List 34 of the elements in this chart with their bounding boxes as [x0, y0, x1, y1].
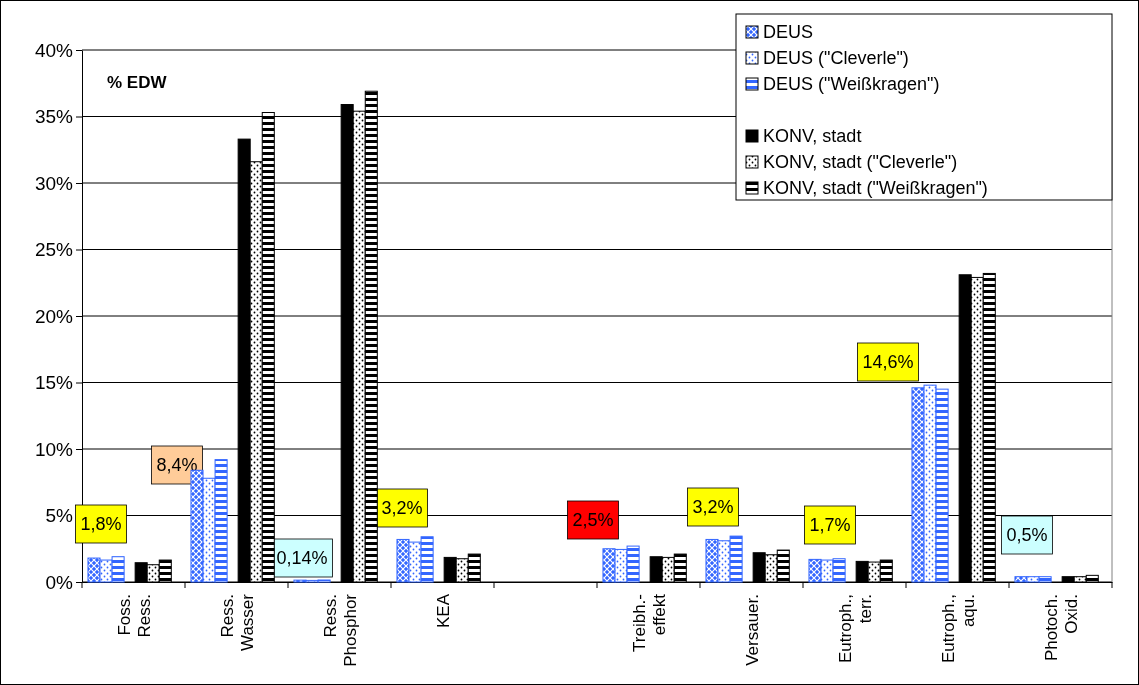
legend-label: DEUS ("Weißkragen") — [763, 74, 940, 94]
x-tick-label: Treibh.- effekt — [629, 593, 669, 652]
annotation: 0,5% — [1006, 525, 1048, 545]
legend-label: KONV, stadt ("Cleverle") — [763, 152, 958, 172]
annotation: 0,14% — [276, 548, 328, 568]
annotation: 2,5% — [572, 510, 614, 530]
legend-label: DEUS ("Cleverle") — [763, 48, 909, 68]
legend-label: KONV, stadt — [763, 126, 862, 146]
legend-label: DEUS — [763, 22, 814, 42]
y-tick-label: 15% — [34, 372, 74, 394]
x-tick-label: KEA — [433, 593, 453, 629]
annotation: 3,2% — [381, 498, 423, 518]
annotation: 1,8% — [80, 514, 122, 534]
y-tick-label: 5% — [45, 505, 74, 527]
x-tick-label: Eutroph., terr. — [835, 594, 875, 663]
y-tick-label: 40% — [34, 39, 74, 61]
x-tick-label: Photoch. Oxid. — [1041, 594, 1081, 662]
y-tick-label: 0% — [45, 571, 74, 593]
annotation: 3,2% — [692, 497, 734, 517]
annotation: % EDW — [107, 73, 168, 92]
x-tick-label: Eutroph., aqu. — [938, 594, 978, 663]
annotation: 1,7% — [809, 515, 851, 535]
x-tick-label: Versauer. — [742, 594, 762, 666]
y-tick-label: 35% — [34, 106, 74, 128]
y-tick-label: 20% — [34, 305, 74, 327]
annotation: 8,4% — [156, 455, 198, 475]
x-tick-label: Ress. Wasser — [217, 593, 257, 651]
y-tick-label: 10% — [34, 438, 74, 460]
y-tick-label: 25% — [34, 239, 74, 261]
legend-label: KONV, stadt ("Weißkragen") — [763, 178, 988, 198]
annotation: 14,6% — [862, 352, 914, 372]
y-tick-label: 30% — [34, 172, 74, 194]
x-tick-label: Ress. Phosphor — [320, 593, 360, 667]
x-tick-label: Foss. Ress. — [114, 594, 154, 638]
